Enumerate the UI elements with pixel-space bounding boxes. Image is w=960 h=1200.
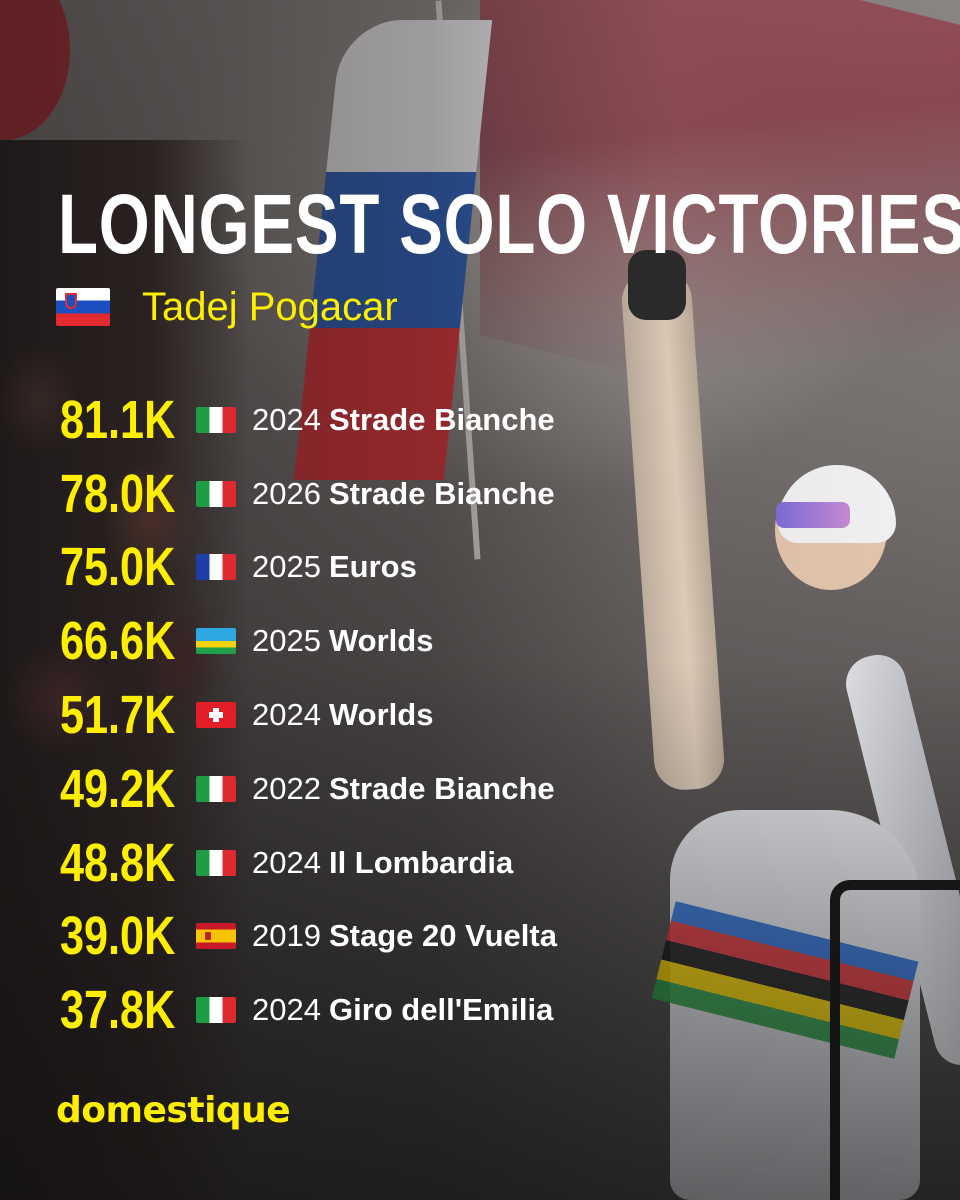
country-flag-icon bbox=[196, 923, 236, 950]
race-label: 2019 Stage 20 Vuelta bbox=[252, 918, 557, 954]
list-item: 66.6K 2025 Worlds bbox=[60, 604, 680, 678]
list-item: 51.7K 2024 Worlds bbox=[60, 678, 680, 752]
list-item: 48.8K 2024 Il Lombardia bbox=[60, 826, 680, 900]
race-year: 2025 bbox=[252, 549, 321, 585]
race-name: Worlds bbox=[328, 697, 434, 733]
country-flag-icon bbox=[196, 628, 236, 655]
country-flag-icon bbox=[196, 480, 236, 507]
race-label: 2026 Strade Bianche bbox=[252, 476, 555, 512]
race-year: 2019 bbox=[252, 918, 321, 954]
race-name: Euros bbox=[328, 549, 417, 585]
race-year: 2026 bbox=[252, 475, 321, 511]
race-label: 2024 Strade Bianche bbox=[252, 402, 555, 438]
distance-value: 39.0K bbox=[60, 906, 176, 967]
race-name: Il Lombardia bbox=[328, 844, 514, 880]
country-flag-icon bbox=[196, 997, 236, 1024]
country-flag-icon bbox=[196, 554, 236, 581]
race-name: Worlds bbox=[328, 623, 434, 659]
country-flag-icon bbox=[196, 702, 236, 729]
distance-value: 78.0K bbox=[60, 463, 176, 524]
distance-value: 81.1K bbox=[60, 389, 176, 450]
race-name: Strade Bianche bbox=[328, 401, 555, 437]
race-name: Strade Bianche bbox=[328, 770, 555, 806]
distance-value: 48.8K bbox=[60, 832, 176, 893]
list-item: 49.2K 2022 Strade Bianche bbox=[60, 752, 680, 826]
distance-value: 37.8K bbox=[60, 980, 176, 1041]
list-item: 39.0K 2019 Stage 20 Vuelta bbox=[60, 900, 680, 974]
victories-list: 81.1K 2024 Strade Bianche 78.0K 2026 Strade B… bbox=[60, 383, 680, 1047]
race-year: 2025 bbox=[252, 623, 321, 659]
rider-header: Tadej Pogacar bbox=[56, 284, 398, 330]
country-flag-icon bbox=[196, 775, 236, 802]
race-name: Stage 20 Vuelta bbox=[328, 918, 557, 954]
race-year: 2024 bbox=[252, 401, 321, 437]
race-label: 2025 Worlds bbox=[252, 623, 433, 659]
race-label: 2024 Worlds bbox=[252, 697, 433, 733]
race-label: 2025 Euros bbox=[252, 549, 417, 585]
race-name: Strade Bianche bbox=[328, 475, 555, 511]
distance-value: 66.6K bbox=[60, 611, 176, 672]
list-item: 37.8K 2024 Giro dell'Emilia bbox=[60, 973, 680, 1047]
distance-value: 75.0K bbox=[60, 537, 176, 598]
race-year: 2022 bbox=[252, 770, 321, 806]
race-label: 2022 Strade Bianche bbox=[252, 771, 555, 807]
distance-value: 51.7K bbox=[60, 685, 176, 746]
brand-logo: domestique bbox=[56, 1090, 291, 1131]
list-item: 75.0K 2025 Euros bbox=[60, 531, 680, 605]
country-flag-icon bbox=[196, 406, 236, 433]
race-label: 2024 Il Lombardia bbox=[252, 845, 513, 881]
race-name: Giro dell'Emilia bbox=[328, 992, 554, 1028]
rider-name: Tadej Pogacar bbox=[142, 284, 398, 329]
country-flag-icon bbox=[196, 849, 236, 876]
race-year: 2024 bbox=[252, 844, 321, 880]
distance-value: 49.2K bbox=[60, 758, 176, 819]
slovenia-flag-icon bbox=[56, 288, 110, 326]
list-item: 78.0K 2026 Strade Bianche bbox=[60, 457, 680, 531]
page-title: LONGEST SOLO VICTORIES bbox=[58, 177, 960, 271]
list-item: 81.1K 2024 Strade Bianche bbox=[60, 383, 680, 457]
race-year: 2024 bbox=[252, 697, 321, 733]
race-label: 2024 Giro dell'Emilia bbox=[252, 992, 553, 1028]
race-year: 2024 bbox=[252, 992, 321, 1028]
